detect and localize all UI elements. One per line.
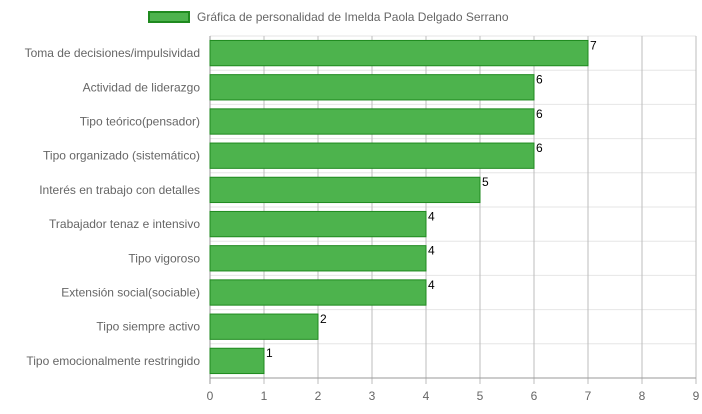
- data-label: 4: [428, 209, 435, 223]
- bar: [209, 210, 427, 238]
- data-label: 4: [428, 278, 435, 292]
- category-label: Tipo vigoroso: [128, 251, 200, 265]
- bar: [209, 279, 427, 306]
- bar: [209, 313, 319, 340]
- bar: [209, 245, 427, 272]
- category-label: Extensión social(sociable): [61, 286, 200, 300]
- x-tick-label: 4: [423, 389, 430, 403]
- category-label: Tipo organizado (sistemático): [43, 149, 200, 163]
- x-tick-label: 1: [261, 389, 268, 403]
- bar: [209, 108, 535, 135]
- bar: [209, 176, 481, 204]
- x-tick-label: 2: [315, 389, 322, 403]
- legend-swatch: [148, 11, 190, 23]
- category-label: Tipo siempre activo: [96, 320, 200, 334]
- data-label: 6: [536, 141, 543, 155]
- data-label: 7: [590, 38, 597, 52]
- category-label: Toma de decisiones/impulsividad: [25, 46, 200, 60]
- category-label: Tipo teórico(pensador): [80, 115, 200, 129]
- x-tick-label: 0: [207, 389, 214, 403]
- x-tick-label: 8: [639, 389, 646, 403]
- legend-label: Gráfica de personalidad de Imelda Paola …: [197, 10, 509, 24]
- category-label: Trabajador tenaz e intensivo: [49, 217, 200, 231]
- data-label: 4: [428, 244, 435, 258]
- x-tick-label: 7: [585, 389, 592, 403]
- data-label: 6: [536, 107, 543, 121]
- x-tick-label: 6: [531, 389, 538, 403]
- bar: [209, 347, 265, 375]
- category-label: Tipo emocionalmente restringido: [26, 354, 200, 368]
- data-label: 1: [266, 346, 273, 360]
- x-tick-label: 9: [693, 389, 700, 403]
- legend[interactable]: Gráfica de personalidad de Imelda Paola …: [148, 8, 509, 26]
- bar: [209, 74, 535, 101]
- category-label: Actividad de liderazgo: [83, 80, 201, 94]
- x-tick-label: 3: [369, 389, 376, 403]
- category-label: Interés en trabajo con detalles: [39, 183, 200, 197]
- bar: [209, 39, 589, 67]
- data-label: 6: [536, 73, 543, 87]
- data-label: 5: [482, 175, 489, 189]
- bar: [209, 142, 535, 169]
- x-tick-label: 5: [477, 389, 484, 403]
- data-label: 2: [320, 312, 327, 326]
